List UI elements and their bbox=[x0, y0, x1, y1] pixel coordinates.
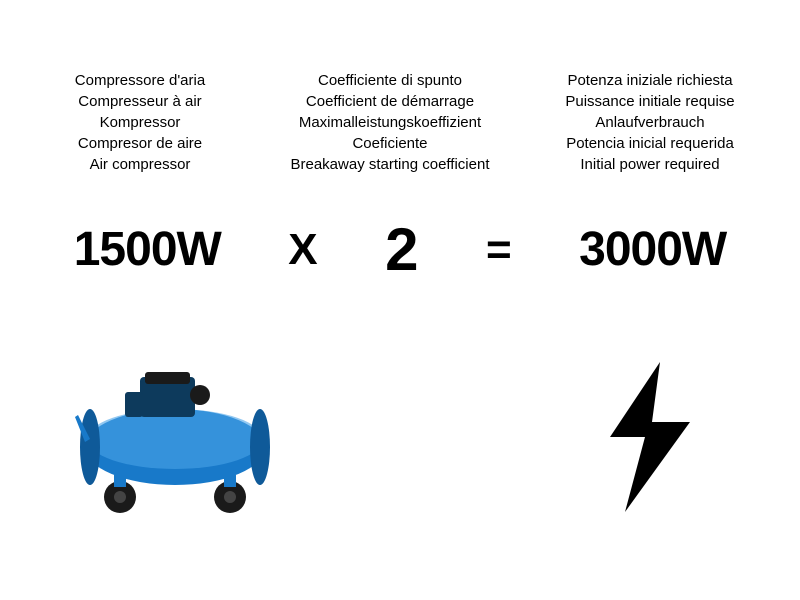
label-line: Initial power required bbox=[580, 154, 719, 175]
icons-row bbox=[40, 314, 760, 560]
label-line: Maximalleistungskoeffizient bbox=[299, 112, 481, 133]
equation-multiplier: 2 bbox=[385, 215, 418, 284]
equation-row: 1500W X 2 = 3000W bbox=[40, 215, 760, 284]
label-line: Potenza iniziale richiesta bbox=[567, 70, 732, 91]
equation-multiply-op: X bbox=[288, 225, 317, 275]
equation-right-value: 3000W bbox=[579, 222, 726, 277]
equation-equals-op: = bbox=[486, 225, 512, 275]
labels-row: Compressore d'aria Compresseur à air Kom… bbox=[40, 70, 760, 175]
label-line: Air compressor bbox=[90, 154, 191, 175]
label-line: Compresseur à air bbox=[78, 91, 201, 112]
label-line: Compressore d'aria bbox=[75, 70, 205, 91]
label-line: Anlaufverbrauch bbox=[595, 112, 704, 133]
label-line: Coefficient de démarrage bbox=[306, 91, 474, 112]
label-line: Kompressor bbox=[100, 112, 181, 133]
lightning-bolt-icon bbox=[590, 362, 710, 512]
label-col-compressor: Compressore d'aria Compresseur à air Kom… bbox=[40, 70, 240, 175]
label-line: Coeficiente bbox=[352, 133, 427, 154]
label-line: Coefficiente di spunto bbox=[318, 70, 462, 91]
label-col-power: Potenza iniziale richiesta Puissance ini… bbox=[540, 70, 760, 175]
equation-left-value: 1500W bbox=[74, 222, 221, 277]
label-line: Potencia inicial requerida bbox=[566, 133, 734, 154]
label-line: Puissance initiale requise bbox=[565, 91, 734, 112]
label-col-coefficient: Coefficiente di spunto Coefficient de dé… bbox=[250, 70, 530, 175]
compressor-icon bbox=[70, 357, 280, 517]
label-line: Compresor de aire bbox=[78, 133, 202, 154]
label-line: Breakaway starting coefficient bbox=[291, 154, 490, 175]
